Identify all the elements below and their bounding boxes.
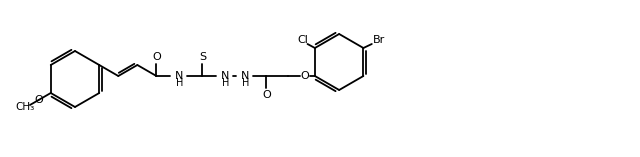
Text: O: O bbox=[152, 52, 161, 62]
Text: Br: Br bbox=[372, 35, 385, 45]
Text: H: H bbox=[176, 78, 183, 88]
Text: O: O bbox=[301, 71, 309, 81]
Text: N: N bbox=[241, 71, 250, 81]
Text: S: S bbox=[199, 52, 206, 62]
Text: N: N bbox=[175, 71, 184, 81]
Text: N: N bbox=[221, 71, 230, 81]
Text: H: H bbox=[242, 78, 249, 88]
Text: O: O bbox=[262, 90, 271, 100]
Text: O: O bbox=[35, 95, 43, 105]
Text: H: H bbox=[221, 78, 229, 88]
Text: Cl: Cl bbox=[297, 35, 308, 45]
Text: CH₃: CH₃ bbox=[15, 102, 34, 112]
